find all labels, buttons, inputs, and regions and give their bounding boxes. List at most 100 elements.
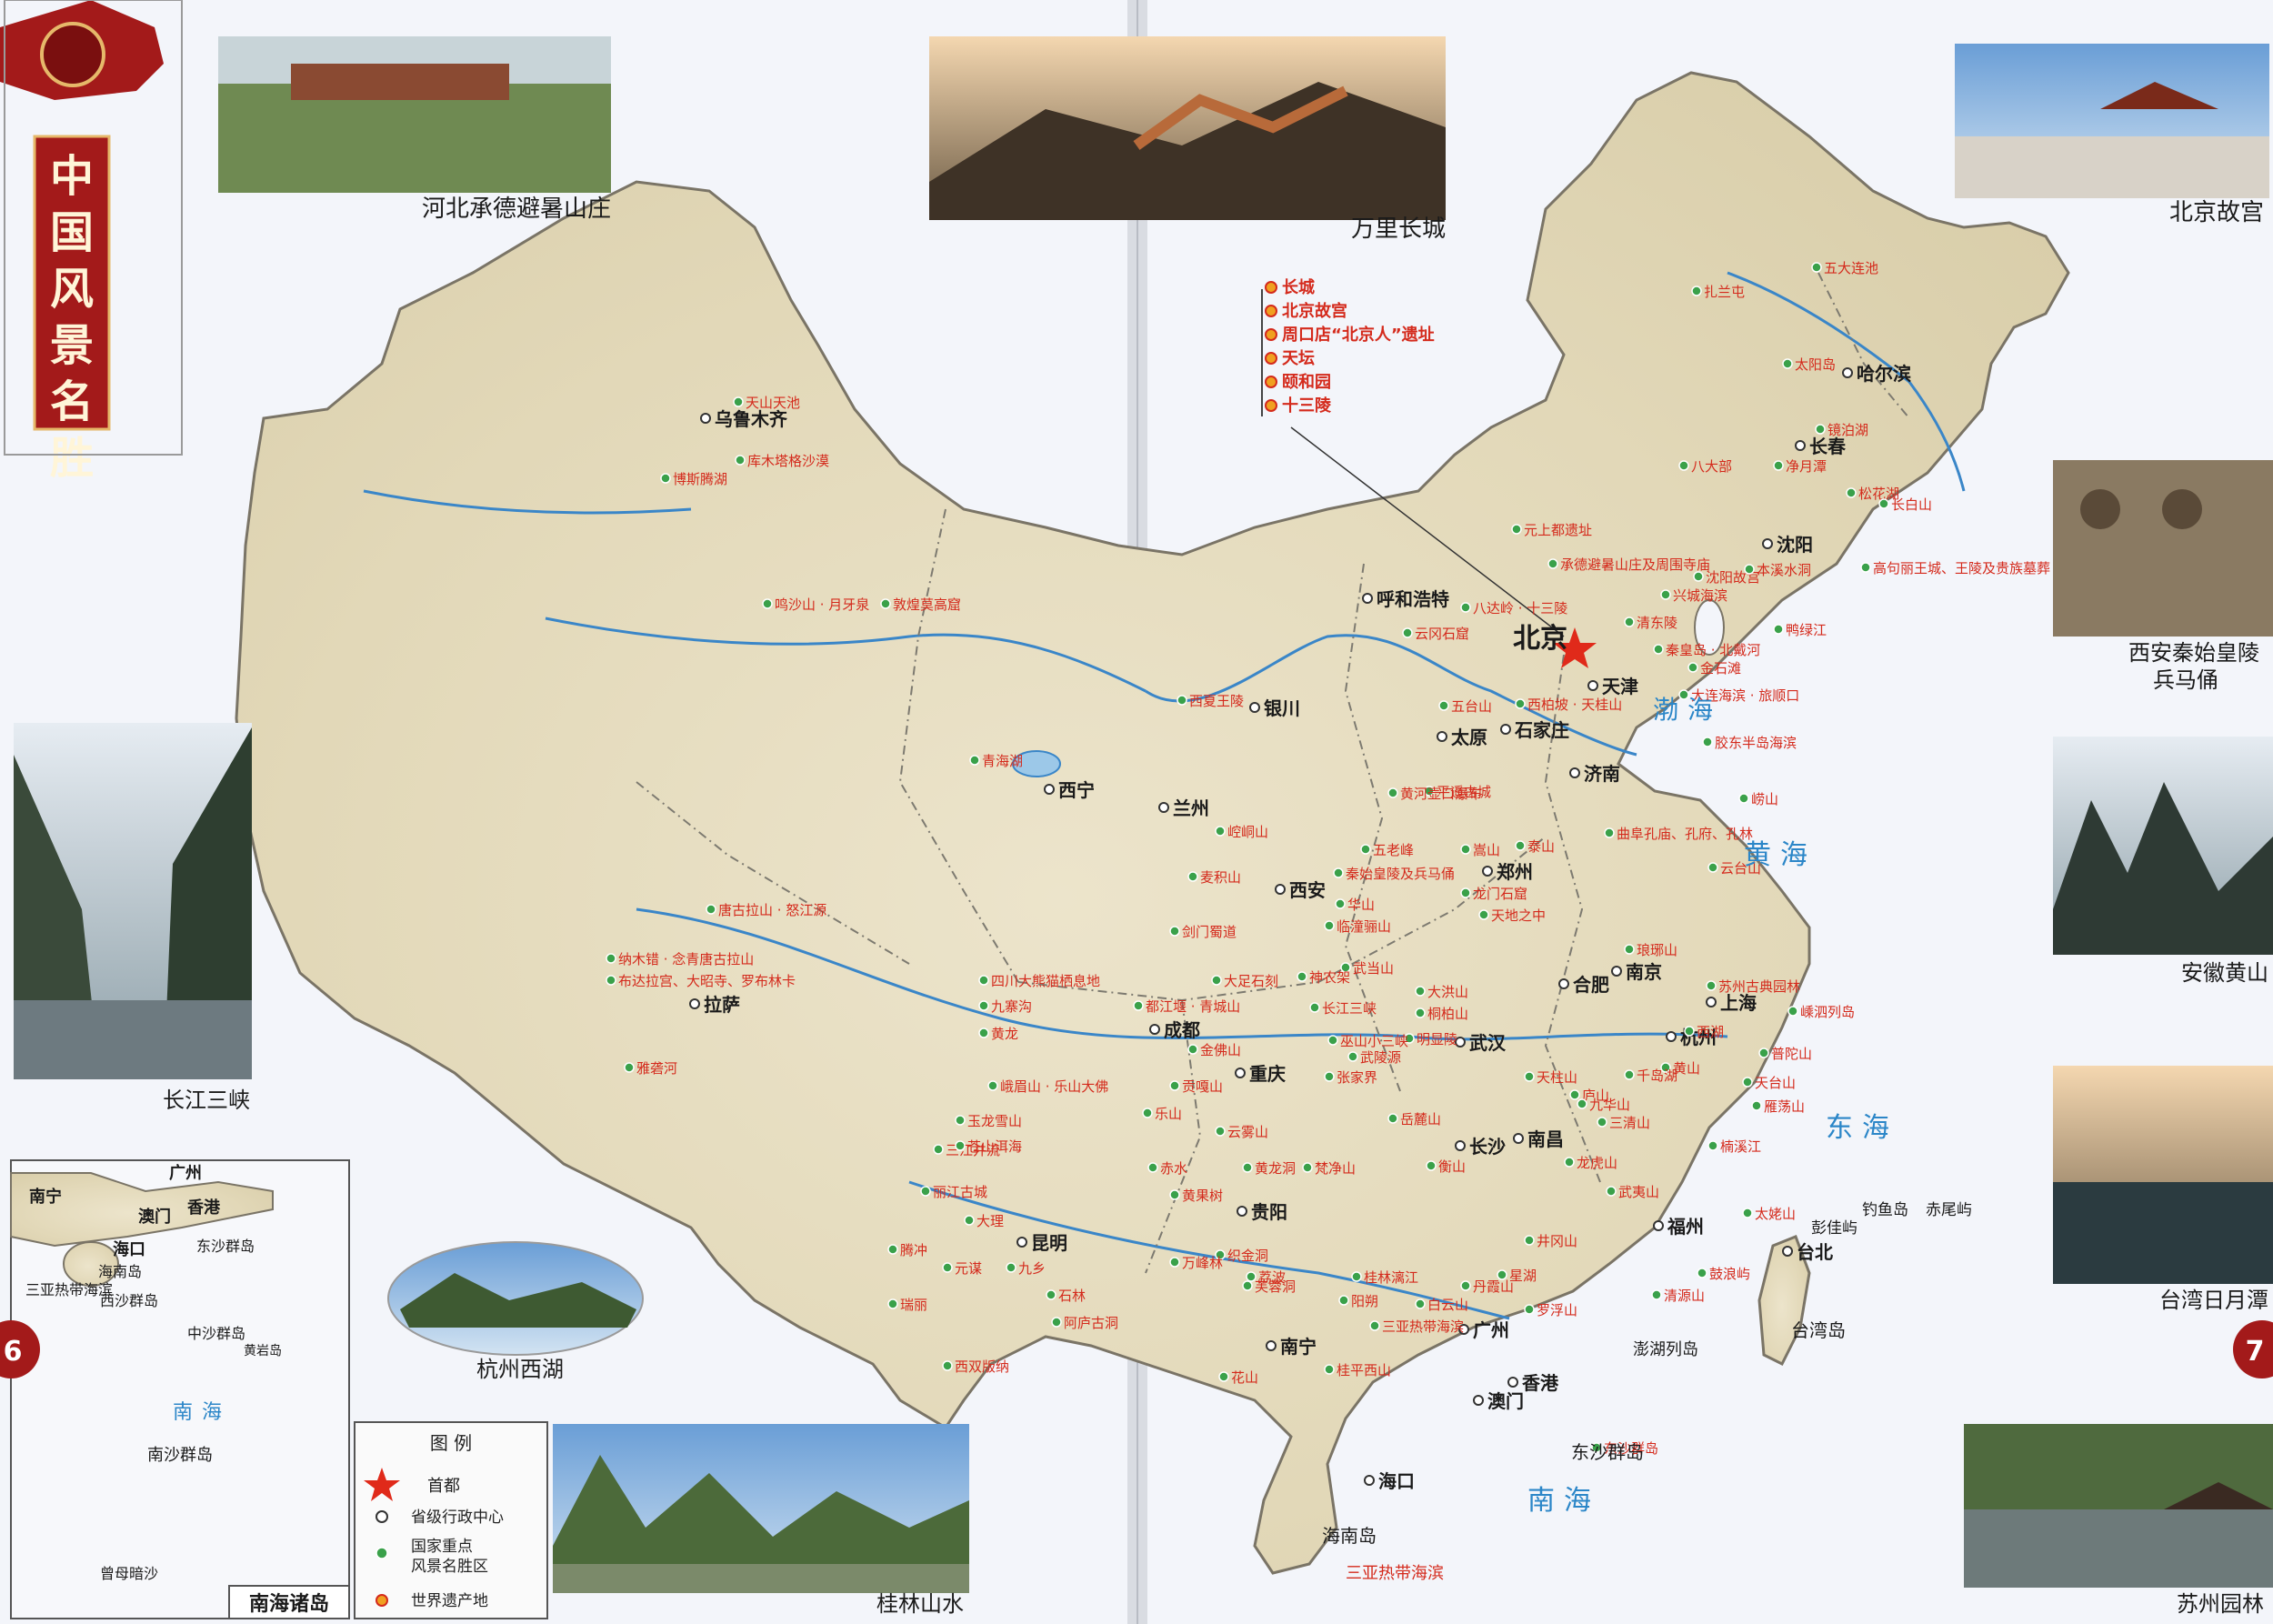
scenic-dot [1591, 1442, 1602, 1453]
scenic-label: 衡山 [1438, 1158, 1466, 1175]
city-chengdu: 成都 [1164, 1019, 1200, 1041]
scenic-label: 扎兰屯 [1704, 284, 1745, 300]
photo-hangzhou: 杭州西湖 [387, 1241, 644, 1382]
city-hohhot: 呼和浩特 [1377, 588, 1449, 610]
scenic-label: 贡嘎山 [1182, 1078, 1223, 1095]
city-jinan-marker [1569, 767, 1580, 778]
scenic-dot [1051, 1317, 1062, 1328]
scenic-label: 元谋 [955, 1260, 982, 1277]
legend-capital: 首都 [427, 1477, 460, 1496]
scenic-label: 武陵源 [1360, 1049, 1401, 1066]
scenic-dot [1497, 1269, 1507, 1280]
city-harbin-marker [1842, 367, 1853, 378]
scenic-dot [1678, 460, 1689, 471]
scenic-dot [606, 953, 616, 964]
scenic-dot [1604, 827, 1615, 838]
scenic-dot [1460, 887, 1471, 898]
city-chongqing-marker [1235, 1068, 1246, 1078]
photo-caption-great-wall: 万里长城 [1351, 216, 1446, 243]
scenic-dot [1624, 1069, 1635, 1080]
beijing-list-item: 北京故宫 [1282, 301, 1347, 321]
scenic-dot [1169, 926, 1180, 937]
capital-label: 北京 [1513, 623, 1567, 655]
scenic-label: 花山 [1231, 1369, 1258, 1386]
scenic-dot [1133, 1000, 1144, 1011]
city-chengdu-marker [1149, 1024, 1160, 1035]
scenic-label: 九乡 [1018, 1260, 1046, 1277]
scenic-label: 石林 [1058, 1288, 1086, 1304]
island-chiwei: 赤尾屿 [1926, 1201, 1972, 1219]
scenic-dot [1177, 695, 1187, 706]
city-guiyang-marker [1237, 1206, 1247, 1217]
scenic-label: 巫山小三峡 [1340, 1033, 1408, 1049]
city-guangzhou-marker [1458, 1324, 1469, 1335]
scenic-dot [1246, 1271, 1257, 1282]
border-6 [636, 781, 910, 965]
scenic-dot [1415, 1007, 1426, 1018]
scenic-label: 纳木错 · 念青唐古拉山 [618, 951, 754, 967]
sea-label-bohai: 渤海 [1653, 695, 1722, 725]
inset-nansha: 南沙群岛 [147, 1446, 213, 1465]
scenic-label: 云台山 [1720, 860, 1761, 877]
island-diaoyu: 钓鱼岛 [1862, 1201, 1908, 1219]
legend-heritage: 世界遗产地 [411, 1592, 488, 1610]
scenic-label: 本溪水洞 [1757, 562, 1811, 578]
scenic-label: 华山 [1347, 897, 1375, 913]
city-macau: 澳门 [1487, 1390, 1524, 1412]
scenic-label: 五老峰 [1373, 842, 1414, 858]
scenic-dot [660, 473, 671, 484]
scenic-dot [1787, 1006, 1798, 1017]
city-lanzhou-marker [1158, 802, 1169, 813]
scenic-dot [1738, 793, 1749, 804]
city-taipei-marker [1782, 1246, 1793, 1257]
scenic-label: 丽江古城 [933, 1184, 987, 1200]
city-tianjin-marker [1587, 680, 1598, 691]
scenic-dot [1218, 1371, 1229, 1382]
inset-dongsha: 东沙群岛 [196, 1238, 255, 1255]
title-char: 风 [50, 264, 94, 315]
city-fuzhou: 福州 [1667, 1216, 1704, 1238]
city-shenyang: 沈阳 [1777, 534, 1813, 556]
scenic-dot [880, 598, 891, 609]
city-urumqi-marker [700, 413, 711, 424]
scenic-dot [624, 1062, 635, 1073]
scenic-dot [1524, 1071, 1535, 1082]
legend-scenic-icon [375, 1547, 388, 1559]
photo-guilin-karst [553, 1455, 969, 1593]
scenic-label: 白云山 [1427, 1297, 1468, 1313]
rivers [363, 271, 1966, 1320]
scenic-label: 唐古拉山 · 怒江源 [718, 902, 826, 918]
scenic-dot [1006, 1262, 1016, 1273]
border-3 [1344, 563, 1401, 1092]
photo-caption-terracotta-1: 西安秦始皇陵 [2128, 640, 2259, 666]
scenic-dot [969, 755, 980, 766]
scenic-label: 崆峒山 [1227, 824, 1268, 840]
scenic-dot [1215, 826, 1226, 837]
scenic-label: 苍山洱海 [967, 1138, 1022, 1155]
photo-caption-guilin: 桂林山水 [876, 1591, 964, 1617]
scenic-label: 鸣沙山 · 月牙泉 [775, 596, 869, 613]
scenic-label: 千岛湖 [1637, 1068, 1677, 1084]
page-number-left: 6 [0, 1320, 40, 1378]
scenic-label: 大连海滨 · 旅顺口 [1691, 687, 1799, 704]
scenic-label: 明显陵 [1417, 1031, 1457, 1048]
scenic-label: 五台山 [1451, 698, 1492, 715]
inset-huangyan: 黄岩岛 [244, 1343, 282, 1358]
scenic-dot [1438, 700, 1449, 711]
city-harbin: 哈尔滨 [1857, 363, 1911, 385]
city-yinchuan-marker [1249, 702, 1260, 713]
beijing-list-item: 十三陵 [1282, 396, 1332, 416]
city-zhengzhou-marker [1482, 866, 1493, 877]
scenic-label: 玉龙雪山 [967, 1113, 1022, 1129]
scenic-dot [978, 1028, 989, 1038]
scenic-label: 大足石刻 [1224, 973, 1278, 989]
city-shijiazhuang: 石家庄 [1514, 719, 1569, 741]
scenic-label: 丹霞山 [1473, 1278, 1514, 1295]
scenic-label: 星湖 [1509, 1268, 1537, 1284]
scenic-dot [1415, 986, 1426, 997]
photo-three-gorges: 长江三峡 [14, 723, 252, 1113]
inset-title-box [228, 1585, 350, 1619]
scenic-label: 武当山 [1353, 960, 1394, 977]
city-xining-marker [1044, 784, 1055, 795]
page-number-left-text: 6 [4, 1336, 23, 1368]
